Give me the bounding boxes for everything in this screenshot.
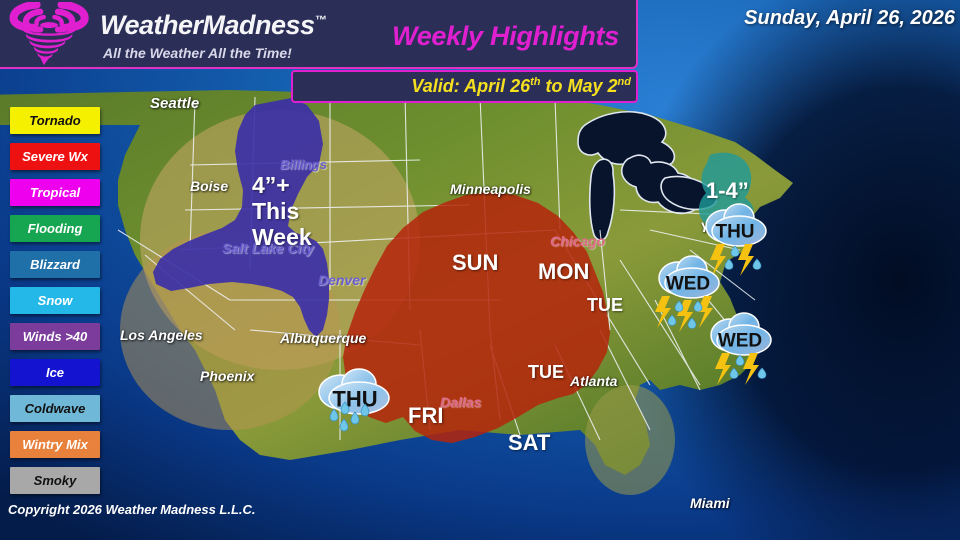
- svg-text:THU: THU: [332, 387, 377, 412]
- svg-text:WED: WED: [718, 331, 762, 352]
- svg-text:THU: THU: [715, 222, 754, 243]
- svg-text:WED: WED: [666, 274, 710, 295]
